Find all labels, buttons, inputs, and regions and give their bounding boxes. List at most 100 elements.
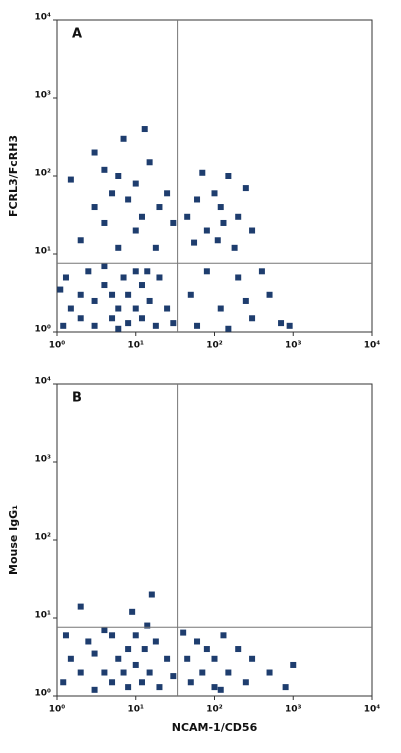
data-point [242, 297, 249, 304]
data-point [203, 646, 210, 653]
data-point [101, 166, 108, 173]
data-point [109, 315, 116, 322]
y-tick-label: 10⁰ [35, 325, 52, 335]
y-tick-label: 10² [35, 169, 52, 179]
data-point [235, 646, 242, 653]
plot-frame [56, 383, 373, 697]
data-point [214, 237, 221, 244]
data-point [211, 655, 218, 662]
data-point [235, 213, 242, 220]
data-point [148, 591, 155, 598]
data-point [152, 244, 159, 251]
data-point [115, 244, 122, 251]
y-tick-label: 10⁰ [35, 689, 52, 699]
data-point [138, 282, 145, 289]
x-tick-label: 10² [206, 705, 223, 715]
x-tick-label: 10⁰ [49, 705, 66, 715]
y-tick-label: 10⁴ [35, 377, 52, 387]
data-point [146, 297, 153, 304]
y-axis-label: FCRL3/FcRH3 [7, 135, 20, 217]
data-point [132, 305, 139, 312]
data-point [156, 204, 163, 211]
data-point [115, 173, 122, 179]
data-point [164, 655, 171, 662]
data-point [156, 274, 163, 281]
x-tick-label: 10¹ [128, 341, 145, 351]
panel-label: A [72, 27, 82, 42]
data-point [242, 679, 249, 686]
data-point [290, 661, 297, 668]
data-point [164, 305, 171, 312]
data-point [101, 263, 108, 270]
data-point [91, 149, 98, 156]
y-tick-label: 10⁴ [35, 13, 52, 23]
x-tick-label: 10⁰ [49, 341, 66, 351]
data-point [184, 655, 191, 662]
data-point [249, 227, 256, 234]
data-point [62, 274, 69, 281]
data-point [217, 305, 224, 312]
data-point [132, 180, 139, 187]
data-point [132, 632, 139, 639]
data-point [101, 282, 108, 289]
data-point [258, 268, 265, 275]
data-point [152, 638, 159, 645]
data-point [180, 629, 187, 636]
data-point [164, 190, 171, 197]
data-point [67, 655, 74, 662]
data-point [170, 320, 177, 327]
data-point [220, 632, 227, 639]
y-tick-label: 10¹ [35, 611, 52, 621]
data-point [109, 190, 116, 197]
y-tick-label: 10³ [35, 455, 52, 465]
data-point [115, 305, 122, 312]
data-point [125, 320, 132, 327]
data-point [194, 196, 201, 203]
data-point [231, 244, 238, 251]
data-point [85, 268, 92, 275]
x-tick-label: 10³ [285, 341, 302, 351]
x-tick-label: 10³ [285, 705, 302, 715]
data-point [120, 669, 127, 676]
data-point [77, 603, 84, 610]
data-point [60, 322, 67, 329]
data-point [109, 632, 116, 639]
data-point [67, 305, 74, 312]
y-tick-label: 10² [35, 533, 52, 543]
data-point [203, 268, 210, 275]
data-point [77, 237, 84, 244]
data-point [144, 268, 151, 275]
data-point [91, 322, 98, 329]
data-point [101, 627, 108, 634]
data-point [138, 679, 145, 686]
data-point [187, 679, 194, 686]
data-point [132, 661, 139, 668]
data-point [194, 322, 201, 329]
data-point [115, 325, 122, 332]
data-point [91, 686, 98, 693]
data-point [220, 219, 227, 226]
data-point [85, 638, 92, 645]
data-point [211, 684, 218, 691]
data-point [184, 213, 191, 220]
data-point [120, 135, 127, 142]
data-point [129, 608, 136, 615]
data-point [199, 669, 206, 676]
data-point [194, 638, 201, 645]
data-point [77, 669, 84, 676]
x-tick-label: 10² [206, 341, 223, 351]
data-point [138, 213, 145, 220]
data-point [125, 196, 132, 203]
data-point [141, 646, 148, 653]
data-point [249, 655, 256, 662]
data-point [217, 204, 224, 211]
data-point [266, 669, 273, 676]
data-point [156, 684, 163, 691]
data-point [170, 673, 177, 680]
data-point [101, 219, 108, 226]
y-tick-label: 10³ [35, 91, 52, 101]
x-tick-label: 10¹ [128, 705, 145, 715]
data-point [91, 204, 98, 211]
x-tick-label: 10⁴ [364, 341, 381, 351]
